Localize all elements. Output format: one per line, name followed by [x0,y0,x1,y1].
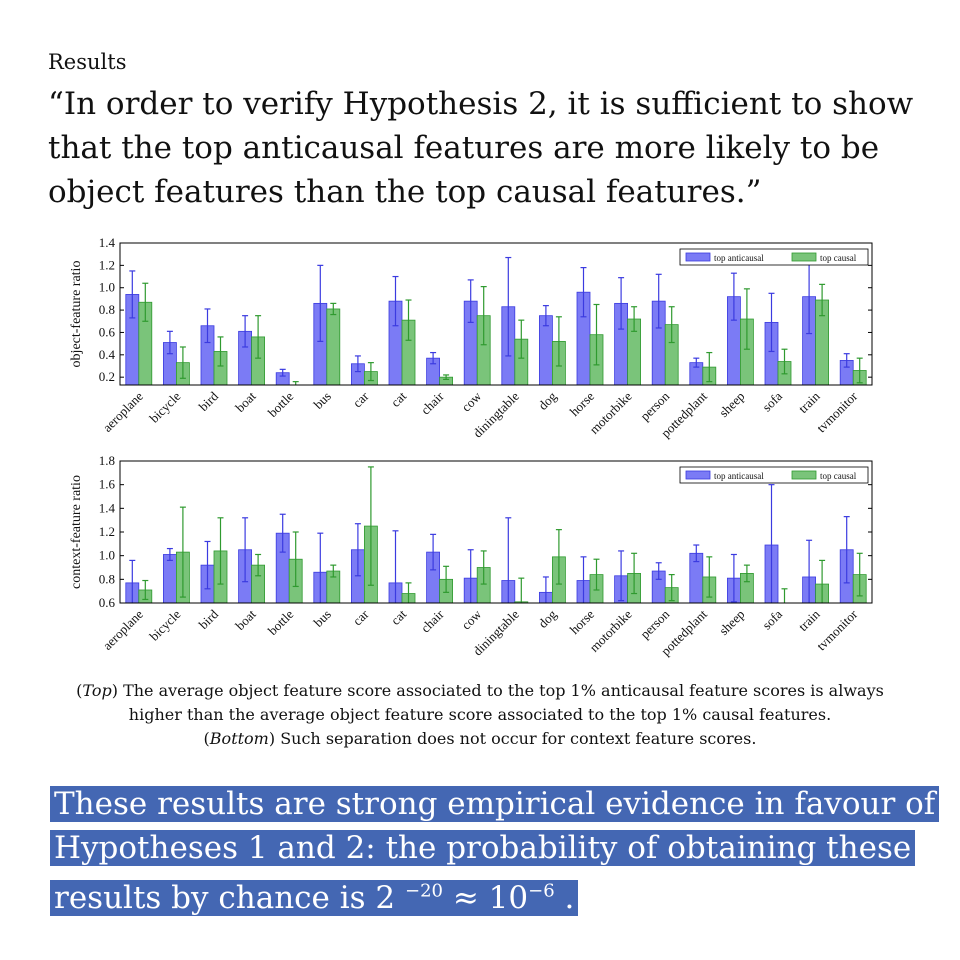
quote-line: “In order to verify Hypothesis 2, it is … [48,86,914,122]
legend-swatch-causal [791,252,817,262]
caption-bottom-label: Bottom [209,729,269,748]
legend-box [679,466,869,484]
category-label: bottle [265,388,297,420]
caption-top-label: Top [82,681,112,700]
y-tick-label: 0.6 [99,595,116,610]
category-label: train [795,388,823,416]
y-tick-label: 0.6 [99,324,116,339]
category-label: sofa [759,606,785,632]
caption-line: higher than the average object feature s… [128,705,832,724]
conclusion-line: results by chance is 2 −20 ≈ 10−6 . [50,880,579,917]
category-label: person [637,388,672,423]
category-label: boat [232,606,259,633]
category-label: bird [196,388,222,414]
conclusion-highlight: These results are strong empirical evide… [50,782,940,920]
category-label: person [637,606,672,641]
category-label: tvmonitor [813,388,860,435]
y-tick-label: 1.4 [99,235,116,250]
y-tick-label: 1.2 [99,524,115,539]
caption-text: The average object feature score associa… [117,681,884,700]
y-tick-label: 0.8 [99,302,115,317]
y-tick-label: 1.8 [99,453,115,468]
conclusion-text: ≈ 10 [442,880,529,917]
legend-label-causal: top causal [820,471,857,481]
category-label: boat [232,388,259,415]
conclusion-line: These results are strong empirical evide… [50,786,940,822]
y-tick-label: 1.6 [99,477,116,492]
category-label: horse [567,606,598,637]
y-tick-label: 1.4 [99,500,116,515]
category-label: bird [196,606,222,632]
y-tick-label: 1.0 [99,280,115,295]
y-tick-label: 0.8 [99,571,115,586]
legend-label-anticausal: top anticausal [714,253,764,263]
category-label: chair [418,388,447,417]
legend-swatch-causal [791,470,817,480]
category-label: aeroplane [100,606,146,652]
caption-line: (Bottom) Such separation does not occur … [203,729,757,748]
category-label: cow [458,388,484,414]
exponent: −20 [404,881,443,902]
conclusion-text: . [554,880,575,917]
plot-frame [119,460,873,604]
legend-swatch-anticausal [685,252,711,262]
category-label: tvmonitor [813,606,860,653]
category-label: dog [535,606,560,631]
category-label: cow [458,606,484,632]
figure-caption: (Top) The average object feature score a… [40,679,920,751]
legend-label-anticausal: top anticausal [714,471,764,481]
hypothesis-quote: “In order to verify Hypothesis 2, it is … [48,82,928,214]
section-heading: Results [48,50,127,74]
conclusion-text: results by chance is 2 [54,880,405,917]
category-label: sofa [759,388,785,414]
category-label: bus [311,607,334,630]
y-tick-label: 1.0 [99,548,115,563]
y-tick-label: 0.2 [99,369,115,384]
category-label: bicycle [146,388,183,425]
object-feature-chart: 1.4 1.2 1.0 0.8 0.6 0.4 0.2 object-feature rati… [69,235,873,440]
category-label: aeroplane [100,388,146,434]
plot-frame [119,242,873,386]
category-label: sheep [716,607,748,639]
category-label: bus [311,389,334,412]
category-label: dog [535,388,560,413]
context-feature-chart: 1.8 1.6 1.4 1.2 1.0 0.8 0.6 context-feature rat… [69,453,873,658]
category-label: cat [388,606,410,628]
legend-box [679,248,869,266]
caption-text: Such separation does not occur for conte… [275,729,757,748]
legend-swatch-anticausal [685,470,711,480]
category-label: bottle [265,606,297,638]
caption-line: (Top) The average object feature score a… [76,681,884,700]
category-label: car [350,606,372,628]
bar-anticausal [163,554,177,604]
y-axis-label: context-feature ratio [69,475,84,589]
bar-causal [326,308,341,386]
category-label: horse [567,388,598,419]
y-axis-label: object-feature ratio [69,261,84,368]
conclusion-line: Hypotheses 1 and 2: the probability of o… [50,830,916,866]
category-label: train [795,606,823,634]
category-label: sheep [716,389,748,421]
category-label: car [350,388,372,410]
y-tick-label: 0.4 [99,347,116,362]
category-label: chair [418,606,447,635]
exponent: −6 [528,881,555,902]
category-label: cat [388,388,410,410]
quote-line: that the top anticausal features are mor… [48,130,880,166]
quote-line: object features than the top causal feat… [48,174,762,210]
legend-label-causal: top causal [820,253,857,263]
y-tick-label: 1.2 [99,257,115,272]
category-label: bicycle [146,606,183,643]
